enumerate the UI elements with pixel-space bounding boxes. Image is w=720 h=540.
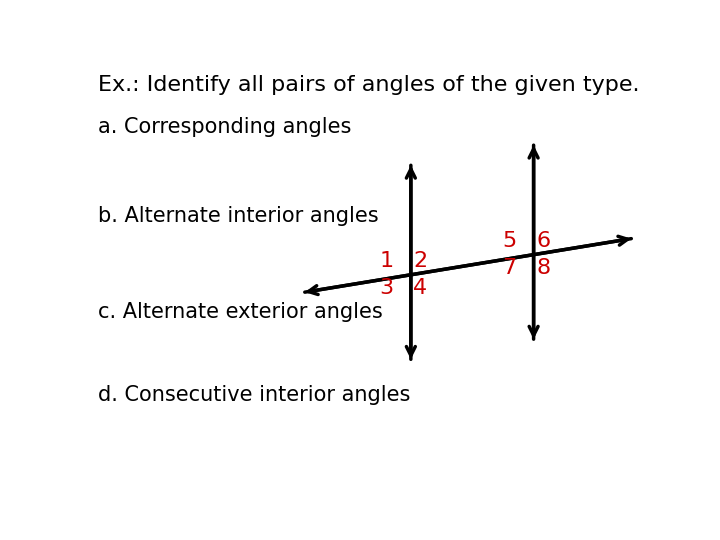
Text: 4: 4 — [413, 279, 428, 299]
Text: c. Alternate exterior angles: c. Alternate exterior angles — [99, 302, 383, 322]
Text: b. Alternate interior angles: b. Alternate interior angles — [99, 206, 379, 226]
Text: 7: 7 — [503, 258, 516, 278]
Text: d. Consecutive interior angles: d. Consecutive interior angles — [99, 385, 410, 405]
Text: 8: 8 — [536, 258, 550, 278]
Text: 2: 2 — [413, 251, 428, 271]
Text: 5: 5 — [502, 231, 516, 251]
Text: 1: 1 — [379, 251, 394, 271]
Text: 6: 6 — [536, 231, 550, 251]
Text: 3: 3 — [379, 279, 394, 299]
Text: a. Corresponding angles: a. Corresponding angles — [99, 117, 352, 137]
Text: Ex.: Identify all pairs of angles of the given type.: Ex.: Identify all pairs of angles of the… — [99, 75, 640, 95]
